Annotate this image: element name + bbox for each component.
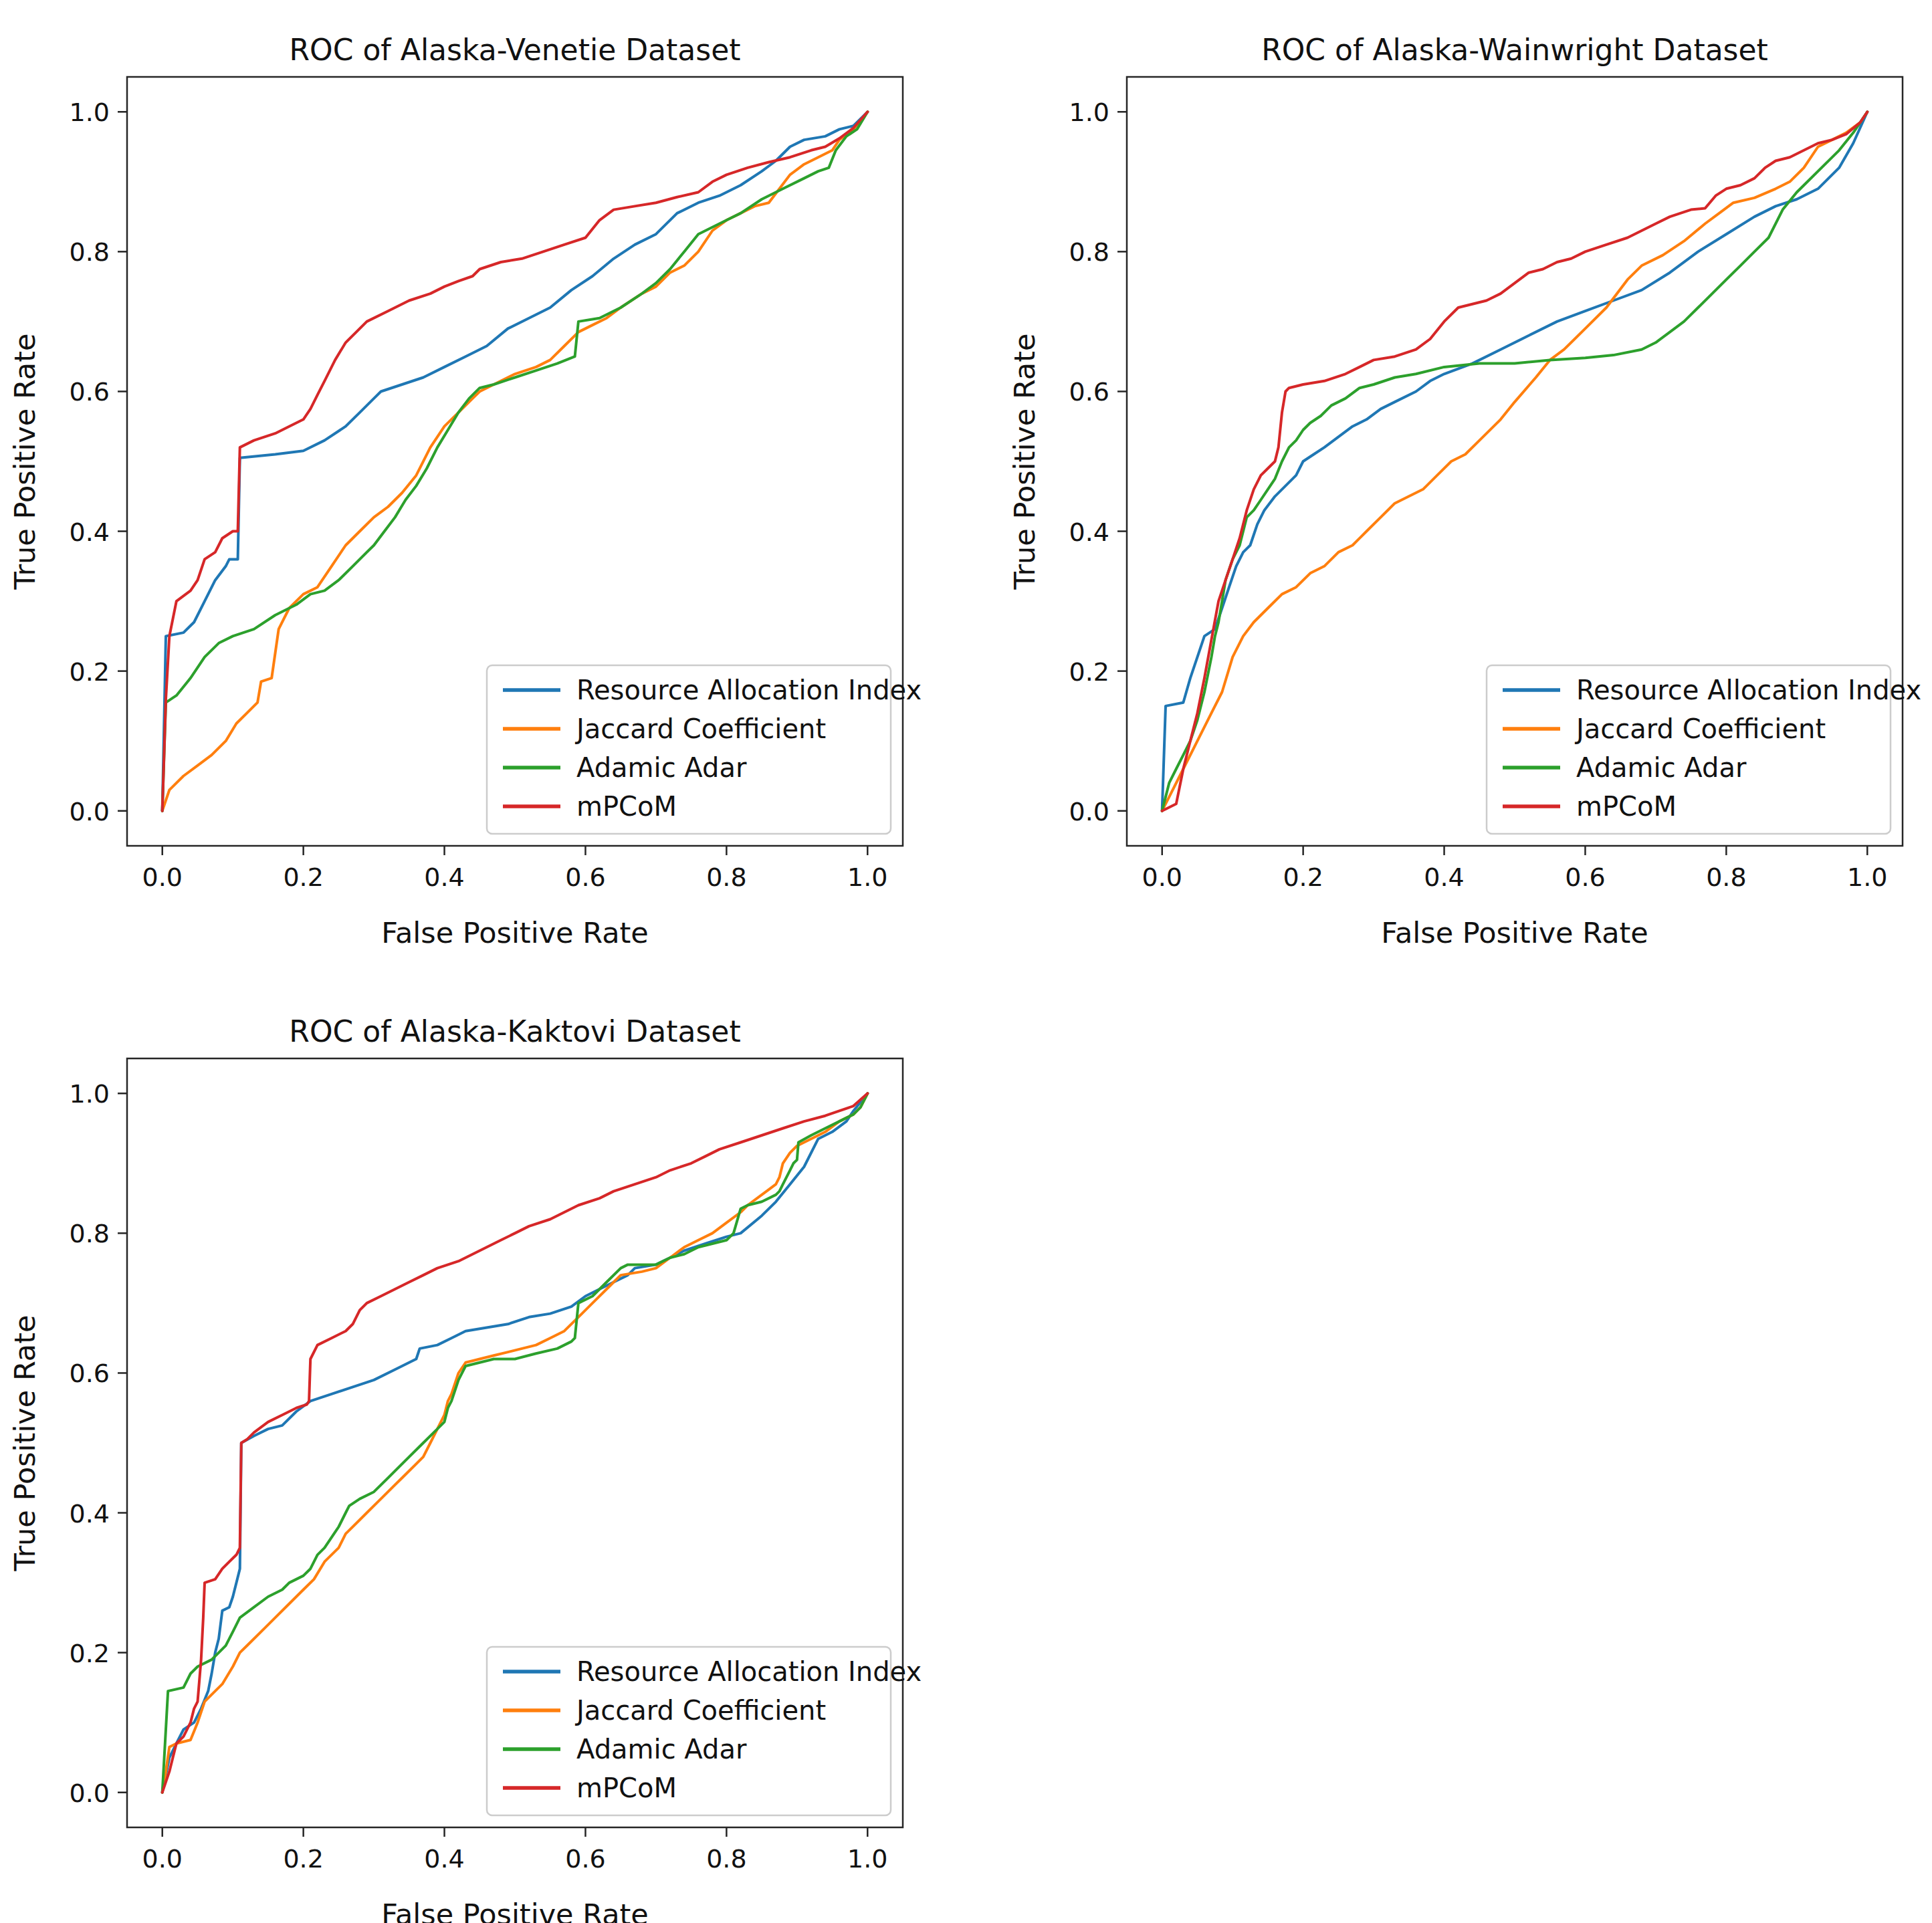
x-tick-label: 0.2 bbox=[1283, 863, 1323, 892]
legend-label: mPCoM bbox=[1576, 791, 1677, 822]
legend-label: mPCoM bbox=[576, 1773, 677, 1803]
x-tick-label: 1.0 bbox=[847, 1844, 887, 1874]
x-tick-label: 0.8 bbox=[1706, 863, 1746, 892]
x-tick-label: 0.6 bbox=[565, 1844, 605, 1874]
x-tick-label: 1.0 bbox=[1847, 863, 1887, 892]
plot-title: ROC of Alaska-Venetie Dataset bbox=[289, 33, 740, 67]
legend: Resource Allocation Index Jaccard Coeffic… bbox=[487, 1647, 922, 1815]
y-tick-label: 0.4 bbox=[70, 518, 110, 547]
x-tick-label: 0.2 bbox=[283, 1844, 323, 1874]
legend-label: Adamic Adar bbox=[576, 752, 747, 783]
y-tick-label: 0.0 bbox=[1069, 797, 1109, 826]
chart-canvas: ROC of Alaska-Wainwright Dataset 0.0 0.2 0.… bbox=[1000, 0, 1932, 962]
y-tick-label: 0.6 bbox=[70, 377, 110, 407]
y-tick-label: 0.4 bbox=[70, 1499, 110, 1529]
x-tick-label: 0.2 bbox=[283, 863, 323, 892]
legend-label: Resource Allocation Index bbox=[576, 675, 922, 705]
x-tick-label: 0.0 bbox=[142, 863, 183, 892]
plot-title: ROC of Alaska-Wainwright Dataset bbox=[1261, 33, 1768, 67]
legend-label: Resource Allocation Index bbox=[1576, 675, 1921, 705]
x-tick-label: 0.0 bbox=[142, 1844, 183, 1874]
x-tick-label: 0.0 bbox=[1142, 863, 1182, 892]
y-tick-label: 0.6 bbox=[1069, 377, 1109, 407]
legend-label: Adamic Adar bbox=[576, 1734, 747, 1765]
x-tick-label: 0.6 bbox=[565, 863, 605, 892]
chart-canvas: ROC of Alaska-Kaktovi Dataset 0.0 0.2 0.4 0.… bbox=[0, 982, 966, 1923]
y-axis-label: True Positive Rate bbox=[8, 333, 41, 590]
x-tick-label: 0.4 bbox=[424, 1844, 464, 1874]
legend: Resource Allocation Index Jaccard Coeffic… bbox=[1487, 665, 1921, 834]
x-tick-label: 0.8 bbox=[706, 1844, 746, 1874]
y-tick-label: 0.4 bbox=[1069, 518, 1109, 547]
legend-label: Jaccard Coefficient bbox=[1574, 713, 1826, 744]
legend-label: Jaccard Coefficient bbox=[574, 1695, 826, 1726]
y-tick-label: 1.0 bbox=[70, 98, 110, 127]
y-tick-label: 0.0 bbox=[70, 1779, 110, 1808]
legend: Resource Allocation Index Jaccard Coeffic… bbox=[487, 665, 922, 834]
y-tick-label: 0.2 bbox=[70, 1639, 110, 1668]
x-tick-label: 0.8 bbox=[706, 863, 746, 892]
roc-plot-alaska-venetie: ROC of Alaska-Venetie Dataset 0.0 0.2 0.4 0.… bbox=[0, 0, 966, 962]
x-tick-label: 0.6 bbox=[1565, 863, 1605, 892]
roc-figure: ROC of Alaska-Venetie Dataset 0.0 0.2 0.4 0.… bbox=[0, 0, 1932, 1923]
y-tick-label: 1.0 bbox=[70, 1079, 110, 1109]
x-tick-label: 0.4 bbox=[424, 863, 464, 892]
x-axis-label: False Positive Rate bbox=[1381, 916, 1648, 949]
x-tick-label: 0.4 bbox=[1424, 863, 1464, 892]
y-tick-label: 0.8 bbox=[70, 1219, 110, 1248]
legend-label: Jaccard Coefficient bbox=[574, 713, 826, 744]
y-tick-label: 1.0 bbox=[1069, 98, 1109, 127]
legend-label: Resource Allocation Index bbox=[576, 1656, 922, 1687]
legend-label: Adamic Adar bbox=[1576, 752, 1747, 783]
x-axis-label: False Positive Rate bbox=[381, 1898, 649, 1923]
y-tick-label: 0.0 bbox=[70, 797, 110, 826]
x-axis-label: False Positive Rate bbox=[381, 916, 649, 949]
y-tick-label: 0.2 bbox=[70, 657, 110, 687]
y-axis-label: True Positive Rate bbox=[8, 1315, 41, 1571]
y-tick-label: 0.2 bbox=[1069, 657, 1109, 687]
y-tick-label: 0.8 bbox=[70, 237, 110, 267]
legend-label: mPCoM bbox=[576, 791, 677, 822]
y-axis-label: True Positive Rate bbox=[1008, 333, 1041, 590]
chart-canvas: ROC of Alaska-Venetie Dataset 0.0 0.2 0.4 0.… bbox=[0, 0, 966, 962]
y-tick-label: 0.6 bbox=[70, 1359, 110, 1388]
plot-title: ROC of Alaska-Kaktovi Dataset bbox=[289, 1014, 740, 1048]
roc-plot-alaska-kaktovi: ROC of Alaska-Kaktovi Dataset 0.0 0.2 0.4 0.… bbox=[0, 982, 966, 1923]
y-tick-label: 0.8 bbox=[1069, 237, 1109, 267]
x-tick-label: 1.0 bbox=[847, 863, 887, 892]
roc-plot-alaska-wainwright: ROC of Alaska-Wainwright Dataset 0.0 0.2 0.… bbox=[1000, 0, 1932, 962]
